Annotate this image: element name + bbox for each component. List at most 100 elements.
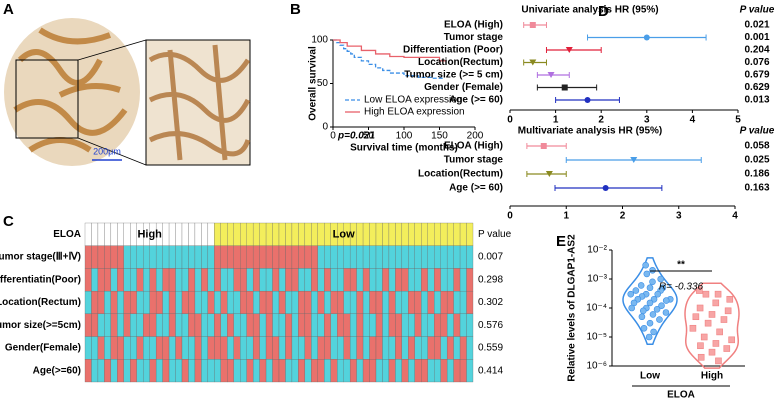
heat-cell [84, 336, 92, 360]
heat-cell [337, 245, 344, 269]
heat-cell [330, 336, 338, 360]
heat-cell [130, 268, 137, 292]
heat-cell [395, 268, 403, 292]
heat-cell [207, 336, 215, 360]
heat-cell [240, 359, 247, 383]
hr-point [547, 72, 555, 78]
heat-cell [349, 290, 357, 315]
heat-cell [382, 359, 390, 383]
heat-cell [298, 290, 306, 315]
heat-cell [362, 359, 370, 383]
heat-cell [375, 313, 383, 337]
heat-cell [395, 245, 403, 269]
heat-cell [136, 268, 144, 292]
heat-cell [252, 245, 260, 269]
heat-cell [375, 268, 383, 292]
legend-label: High ELOA expression [364, 107, 465, 118]
heat-cell [382, 245, 390, 269]
heat-cell [369, 359, 377, 383]
heat-cell [227, 336, 234, 360]
heat-cell [246, 245, 254, 269]
heat-cell [194, 359, 202, 383]
data-point [696, 287, 703, 294]
heat-cell [240, 268, 247, 292]
heat-cell [188, 359, 196, 383]
heat-cell [434, 245, 441, 269]
heat-cell [349, 336, 357, 360]
heat-cell [240, 245, 247, 269]
heat-cell [317, 245, 325, 269]
heat-cell [168, 359, 176, 383]
panel-label: B [290, 1, 301, 18]
heat-cell [427, 336, 435, 360]
group-cell [440, 222, 448, 246]
group-cell [401, 222, 409, 246]
group-cell [272, 222, 280, 246]
group-cell [84, 222, 92, 246]
heat-cell [130, 359, 137, 383]
heat-cell [265, 245, 273, 269]
group-cell [168, 222, 176, 246]
heat-cell [201, 336, 209, 360]
group-cell [298, 222, 306, 246]
group-cell [246, 222, 254, 246]
heat-cell [220, 268, 228, 292]
data-point [650, 295, 658, 303]
hr-point [540, 143, 547, 149]
data-point [712, 340, 720, 347]
heat-cell [265, 290, 273, 315]
heat-cell [395, 336, 403, 360]
heat-cell [349, 245, 357, 269]
hr-point [602, 185, 609, 191]
heat-cell [149, 313, 157, 337]
data-point [649, 311, 657, 318]
heat-cell [233, 313, 241, 337]
group-cell [375, 222, 383, 246]
heat-cell [117, 336, 124, 360]
y-tick-label: 10⁻³ [587, 274, 607, 285]
heat-cell [421, 290, 428, 315]
heat-cell [168, 336, 176, 360]
heat-cell [110, 336, 118, 360]
heat-cell [233, 268, 241, 292]
heat-cell [434, 336, 441, 360]
heat-cell [252, 313, 260, 337]
heat-cell [298, 245, 306, 269]
heat-cell [110, 359, 118, 383]
row-label: ELOA (High) [444, 20, 503, 31]
group-cell [459, 222, 467, 246]
group-cell [214, 222, 221, 246]
heat-cell [214, 245, 221, 269]
heat-cell [84, 359, 92, 383]
heat-cell [220, 313, 228, 337]
group-cell [162, 222, 170, 246]
heat-cell [291, 359, 299, 383]
heat-cell [175, 359, 183, 383]
heat-cell [175, 268, 183, 292]
heat-cell [259, 359, 267, 383]
heat-cell [207, 245, 215, 269]
heat-cell [278, 268, 286, 292]
heat-cell [188, 336, 196, 360]
heat-cell [343, 359, 351, 383]
heat-cell [240, 336, 247, 360]
x-tick-label: High [701, 371, 723, 382]
data-point [627, 290, 635, 298]
heat-cell [201, 245, 209, 269]
data-point [715, 357, 722, 365]
heat-cell [181, 290, 189, 315]
heat-cell [207, 359, 215, 383]
y-tick-label: 10⁻² [587, 245, 607, 256]
y-axis-label: Relative levels of DLGAP1-AS2 [567, 234, 578, 382]
heat-cell [104, 245, 112, 269]
heat-cell [143, 336, 150, 360]
hr-point [529, 22, 536, 28]
heat-cell [155, 359, 163, 383]
heat-cell [369, 290, 377, 315]
group-cell [175, 222, 183, 246]
x-tick-label: 50 [363, 131, 375, 142]
heat-cell [117, 268, 124, 292]
group-cell [408, 222, 415, 246]
data-point [697, 353, 705, 361]
data-point [697, 342, 704, 350]
